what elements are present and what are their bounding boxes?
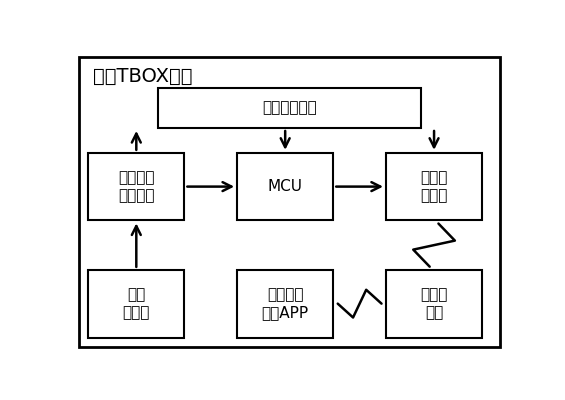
Text: 汽车
蓄电池: 汽车 蓄电池 (123, 288, 150, 320)
Text: 电压检测
电路模块: 电压检测 电路模块 (118, 170, 155, 203)
Bar (237, 153, 333, 220)
Text: 远程通
信模块: 远程通 信模块 (420, 170, 447, 203)
Bar (237, 270, 333, 338)
Text: 电源管理模块: 电源管理模块 (262, 100, 317, 116)
Bar (158, 88, 421, 128)
Text: MCU: MCU (268, 179, 303, 194)
Bar (88, 153, 184, 220)
Bar (386, 153, 482, 220)
Bar (88, 270, 184, 338)
Text: 车联网
平台: 车联网 平台 (420, 288, 447, 320)
Text: 车载TBOX设备: 车载TBOX设备 (93, 66, 192, 86)
Bar (386, 270, 482, 338)
Text: 车主智能
终端APP: 车主智能 终端APP (262, 288, 308, 320)
